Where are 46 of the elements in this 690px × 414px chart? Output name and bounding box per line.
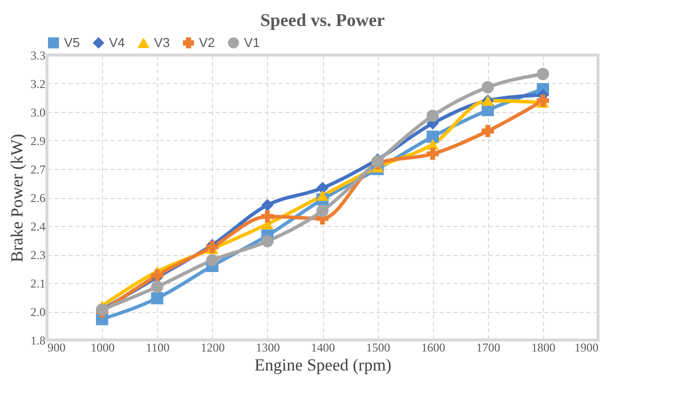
point bbox=[426, 148, 439, 160]
point bbox=[261, 198, 274, 212]
x-tick-label: 1300 bbox=[256, 340, 280, 354]
x-tick-label: 900 bbox=[48, 340, 66, 354]
x-tick-label: 1500 bbox=[366, 340, 390, 354]
y-tick-label: 2.9 bbox=[30, 134, 46, 148]
x-tick-label: 1600 bbox=[421, 340, 446, 354]
y-tick-label: 2.6 bbox=[30, 191, 46, 205]
x-axis-title: Engine Speed (rpm) bbox=[254, 356, 392, 374]
point bbox=[261, 235, 274, 248]
legend-label: V5 bbox=[64, 34, 80, 50]
y-tick-label: 3.3 bbox=[30, 48, 46, 62]
y-tick-label: 2.1 bbox=[30, 276, 46, 290]
point bbox=[316, 182, 329, 194]
x-tick-label: 1400 bbox=[311, 340, 335, 354]
x-tick-label: 1800 bbox=[531, 340, 556, 354]
y-tick-label: 2.3 bbox=[30, 248, 46, 262]
x-tick-label: 1100 bbox=[146, 340, 170, 354]
point bbox=[426, 110, 439, 122]
y-tick-label: 2.0 bbox=[30, 305, 46, 319]
x-tick-label: 1200 bbox=[200, 340, 225, 354]
y-tick-label: 3.0 bbox=[30, 106, 46, 120]
point bbox=[151, 292, 164, 304]
y-tick-label: 2.4 bbox=[30, 220, 46, 234]
x-tick-label: 1700 bbox=[476, 340, 500, 354]
legend-label: V1 bbox=[244, 34, 260, 50]
point bbox=[536, 94, 550, 107]
y-tick-label: 2.7 bbox=[30, 162, 46, 176]
y-tick-label: 1.8 bbox=[30, 334, 46, 348]
legend-label: V4 bbox=[109, 34, 125, 50]
point bbox=[482, 124, 494, 138]
y-tick-label: 3.2 bbox=[30, 77, 46, 91]
point bbox=[536, 68, 550, 80]
legend-label: V3 bbox=[154, 35, 170, 50]
point bbox=[426, 130, 439, 143]
x-tick-label: 1000 bbox=[90, 340, 115, 354]
point bbox=[316, 190, 329, 201]
legend-label: V2 bbox=[199, 34, 215, 50]
point bbox=[206, 254, 218, 266]
point bbox=[151, 280, 164, 293]
y-axis-title: Brake Power (kW) bbox=[8, 134, 26, 262]
x-tick-label: 1900 bbox=[574, 340, 598, 354]
point bbox=[316, 204, 329, 217]
point bbox=[261, 210, 274, 223]
chart-title: Speed vs. Power bbox=[260, 10, 385, 30]
point bbox=[482, 81, 494, 94]
